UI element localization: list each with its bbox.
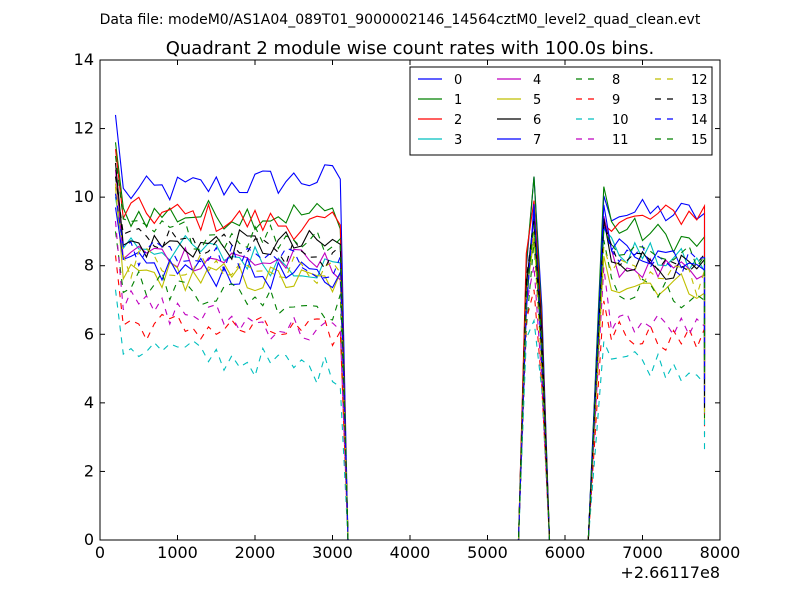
series-line-0 (114, 114, 706, 540)
chart-title: Quadrant 2 module wise count rates with … (166, 38, 655, 59)
series-line-14 (114, 193, 706, 540)
legend-label-4: 4 (533, 73, 541, 88)
legend-label-7: 7 (533, 133, 541, 148)
legend-label-0: 0 (454, 73, 462, 88)
y-tick-label: 2 (84, 461, 94, 480)
legend-label-12: 12 (691, 73, 708, 88)
legend-label-13: 13 (691, 93, 708, 108)
legend-label-8: 8 (612, 73, 620, 88)
x-tick-label: 8000 (700, 543, 741, 562)
y-tick-label: 10 (74, 187, 94, 206)
series-layer (114, 114, 706, 540)
legend-label-3: 3 (454, 133, 462, 148)
y-tick-label: 8 (84, 256, 94, 275)
legend-box (409, 66, 713, 156)
series-line-2 (114, 149, 706, 540)
legend-label-11: 11 (612, 133, 629, 148)
x-tick-label: 3000 (312, 543, 353, 562)
legend-label-9: 9 (612, 93, 620, 108)
x-tick-label: 6000 (545, 543, 586, 562)
series-line-3 (114, 197, 706, 540)
legend-label-14: 14 (691, 113, 708, 128)
x-offset-label: +2.66117e8 (620, 563, 720, 582)
y-tick-label: 12 (74, 119, 94, 138)
legend-label-10: 10 (612, 113, 629, 128)
series-line-12 (114, 183, 706, 540)
x-tick-label: 5000 (467, 543, 508, 562)
legend-label-2: 2 (454, 113, 462, 128)
series-line-9 (114, 255, 706, 540)
x-tick-label: 4000 (390, 543, 431, 562)
legend-label-1: 1 (454, 93, 462, 108)
y-tick-label: 0 (84, 530, 94, 549)
x-tick-label: 2000 (235, 543, 276, 562)
x-tick-label: 7000 (622, 543, 663, 562)
series-line-15 (114, 155, 706, 540)
legend-label-6: 6 (533, 113, 541, 128)
axes-layer: 0 1000 2000 3000 4000 5000 6000 7000 80000246810… (74, 50, 741, 562)
series-line-5 (114, 186, 706, 540)
series-line-4 (114, 169, 706, 540)
series-line-13 (114, 176, 706, 540)
legend-label-15: 15 (691, 133, 708, 148)
y-tick-label: 6 (84, 324, 94, 343)
chart-suptitle: Data file: modeM0/AS1A04_089T01_90000021… (100, 12, 701, 28)
legend-label-5: 5 (533, 93, 541, 108)
series-line-7 (114, 203, 706, 540)
x-tick-label: 1000 (157, 543, 198, 562)
x-tick-label: 0 (95, 543, 105, 562)
y-tick-label: 14 (74, 50, 94, 69)
series-line-11 (114, 221, 706, 540)
series-line-8 (114, 231, 706, 540)
series-line-1 (114, 142, 706, 540)
series-line-10 (114, 289, 706, 540)
y-tick-label: 4 (84, 393, 94, 412)
